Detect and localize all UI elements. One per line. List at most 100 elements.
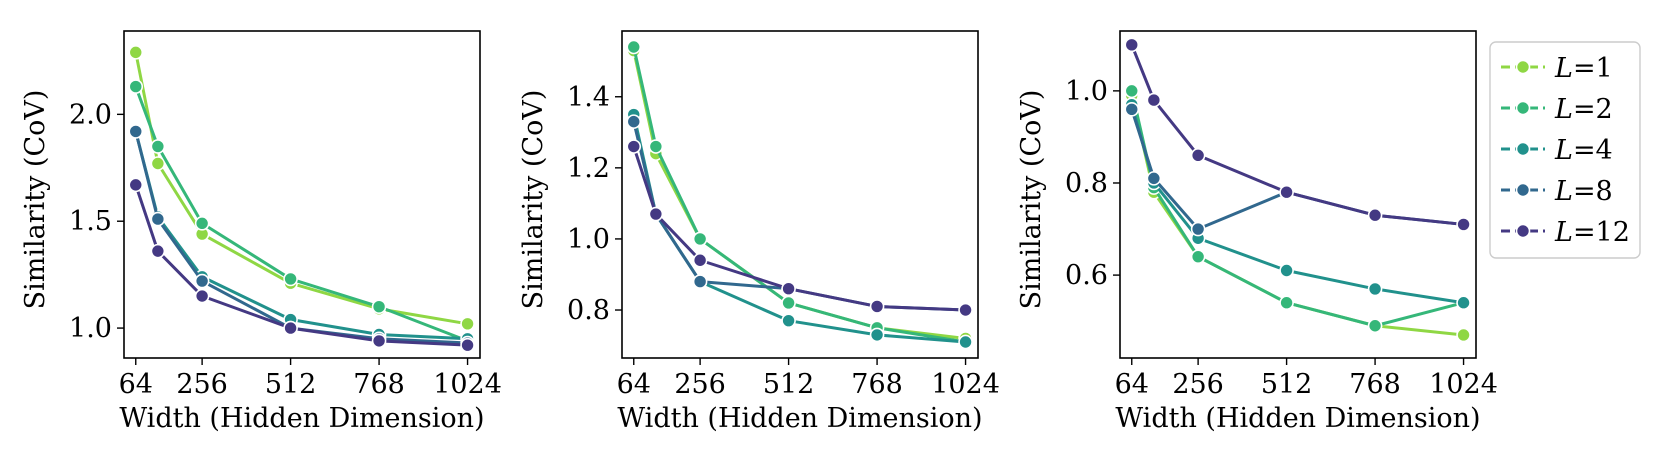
series-line-L4 [134,129,470,341]
series-line-L12 [1130,43,1466,226]
panel-middle: 64 256 512 768 1024 0.8 1.0 1.2 1.4 Width (Hidden… [518,30,1000,434]
plot-area [1119,30,1477,359]
x-tick-label: 512 [763,369,815,400]
data-point-L8 [1124,101,1140,117]
data-point-L12 [1190,148,1206,163]
legend-label-var: L [1554,135,1573,166]
data-point-L12 [1124,37,1140,53]
legend-frame [1489,41,1641,259]
x-tick-label: 256 [674,369,726,400]
data-point-L4 [958,334,973,350]
data-point-L12 [692,252,708,268]
data-point-L2 [283,271,298,287]
plot-area [123,30,481,359]
data-point-L2 [692,231,708,247]
series-line-L8 [1130,107,1466,231]
x-tick-label: 1024 [1429,369,1498,400]
plot-area [621,30,979,359]
data-point-L2 [1367,318,1383,334]
data-point-L8 [128,124,144,139]
legend-label-value: =1 [1573,53,1613,84]
legend-marker [1515,182,1531,198]
data-point-L4 [781,313,796,328]
series-line-L2 [134,85,470,343]
y-tick-label: 2.0 [69,99,112,130]
data-point-L2 [194,216,210,231]
legend-label-value: =4 [1573,135,1613,166]
data-point-L12 [781,281,796,296]
legend-marker [1515,223,1531,239]
y-axis-label: Similarity (CoV) [20,90,51,310]
x-tick-label: 768 [851,369,903,400]
data-point-L12 [1279,184,1294,200]
data-point-L12 [1146,92,1162,108]
data-point-L4 [869,327,885,343]
y-tick-label: 1.0 [1065,76,1108,107]
legend-marker [1515,59,1531,75]
legend-label: L=1 [1554,53,1613,84]
x-tick-label: 256 [1172,369,1224,400]
data-point-L1 [1456,327,1471,343]
data-point-L8 [194,273,210,289]
legend-label: L=12 [1554,217,1630,248]
data-point-L12 [648,206,664,222]
x-tick-label: 64 [119,369,153,400]
data-point-L8 [150,211,166,227]
series-line-L1 [632,49,968,340]
data-point-L4 [1279,263,1294,278]
legend-label-var: L [1554,176,1573,207]
data-point-L1 [150,156,166,171]
x-axis-label: Width (Hidden Dimension) [1115,403,1480,434]
data-point-L12 [1367,207,1383,223]
x-tick-label: 768 [353,369,405,400]
data-point-L4 [1367,281,1383,297]
data-point-L8 [692,274,708,289]
y-tick-label: 0.8 [1065,168,1108,199]
legend-label: L=8 [1554,176,1613,207]
x-tick-label: 1024 [433,369,502,400]
y-axis-label: Similarity (CoV) [1016,90,1047,310]
y-tick-label: 1.5 [69,206,112,237]
y-tick-label: 1.2 [567,153,610,184]
x-tick-label: 1024 [931,369,1000,400]
panel-right: 64 256 512 768 1024 0.6 0.8 1.0 Width (Hidden Di… [1016,30,1498,434]
legend-label-var: L [1554,217,1573,248]
data-point-L2 [128,79,144,94]
data-point-L12 [460,337,475,353]
series-line-L12 [632,145,968,312]
x-tick-label: 512 [1261,369,1313,400]
data-point-L1 [460,316,475,332]
data-point-L12 [869,299,885,314]
x-axis-label: Width (Hidden Dimension) [119,403,484,434]
data-point-L12 [128,177,144,193]
data-point-L2 [781,295,796,311]
data-point-L12 [1456,217,1471,232]
data-point-L8 [626,114,642,129]
data-point-L2 [648,139,664,154]
y-axis-label: Similarity (CoV) [518,90,549,310]
y-tick-label: 1.0 [567,224,610,255]
data-point-L12 [150,243,166,259]
data-point-L12 [958,302,973,318]
x-tick-label: 512 [265,369,317,400]
data-point-L12 [194,288,210,304]
data-point-L12 [626,139,642,154]
x-axis-label: Width (Hidden Dimension) [617,403,982,434]
x-tick-label: 64 [617,369,651,400]
y-tick-label: 0.8 [567,295,610,326]
data-point-L2 [371,299,387,315]
data-point-L8 [1190,221,1206,237]
data-point-L8 [1146,171,1162,186]
x-tick-label: 256 [176,369,228,400]
data-point-L2 [1190,249,1206,264]
y-tick-label: 1.4 [567,82,610,113]
legend-label-value: =12 [1573,217,1630,248]
legend-marker [1515,100,1531,116]
legend: L=1L=2L=4L=8L=12 [1489,41,1641,259]
legend-label-var: L [1554,53,1573,84]
data-point-L12 [371,333,387,349]
data-point-L1 [128,45,144,60]
x-tick-label: 64 [1115,369,1149,400]
legend-marker [1515,141,1531,157]
data-point-L2 [1124,83,1140,99]
